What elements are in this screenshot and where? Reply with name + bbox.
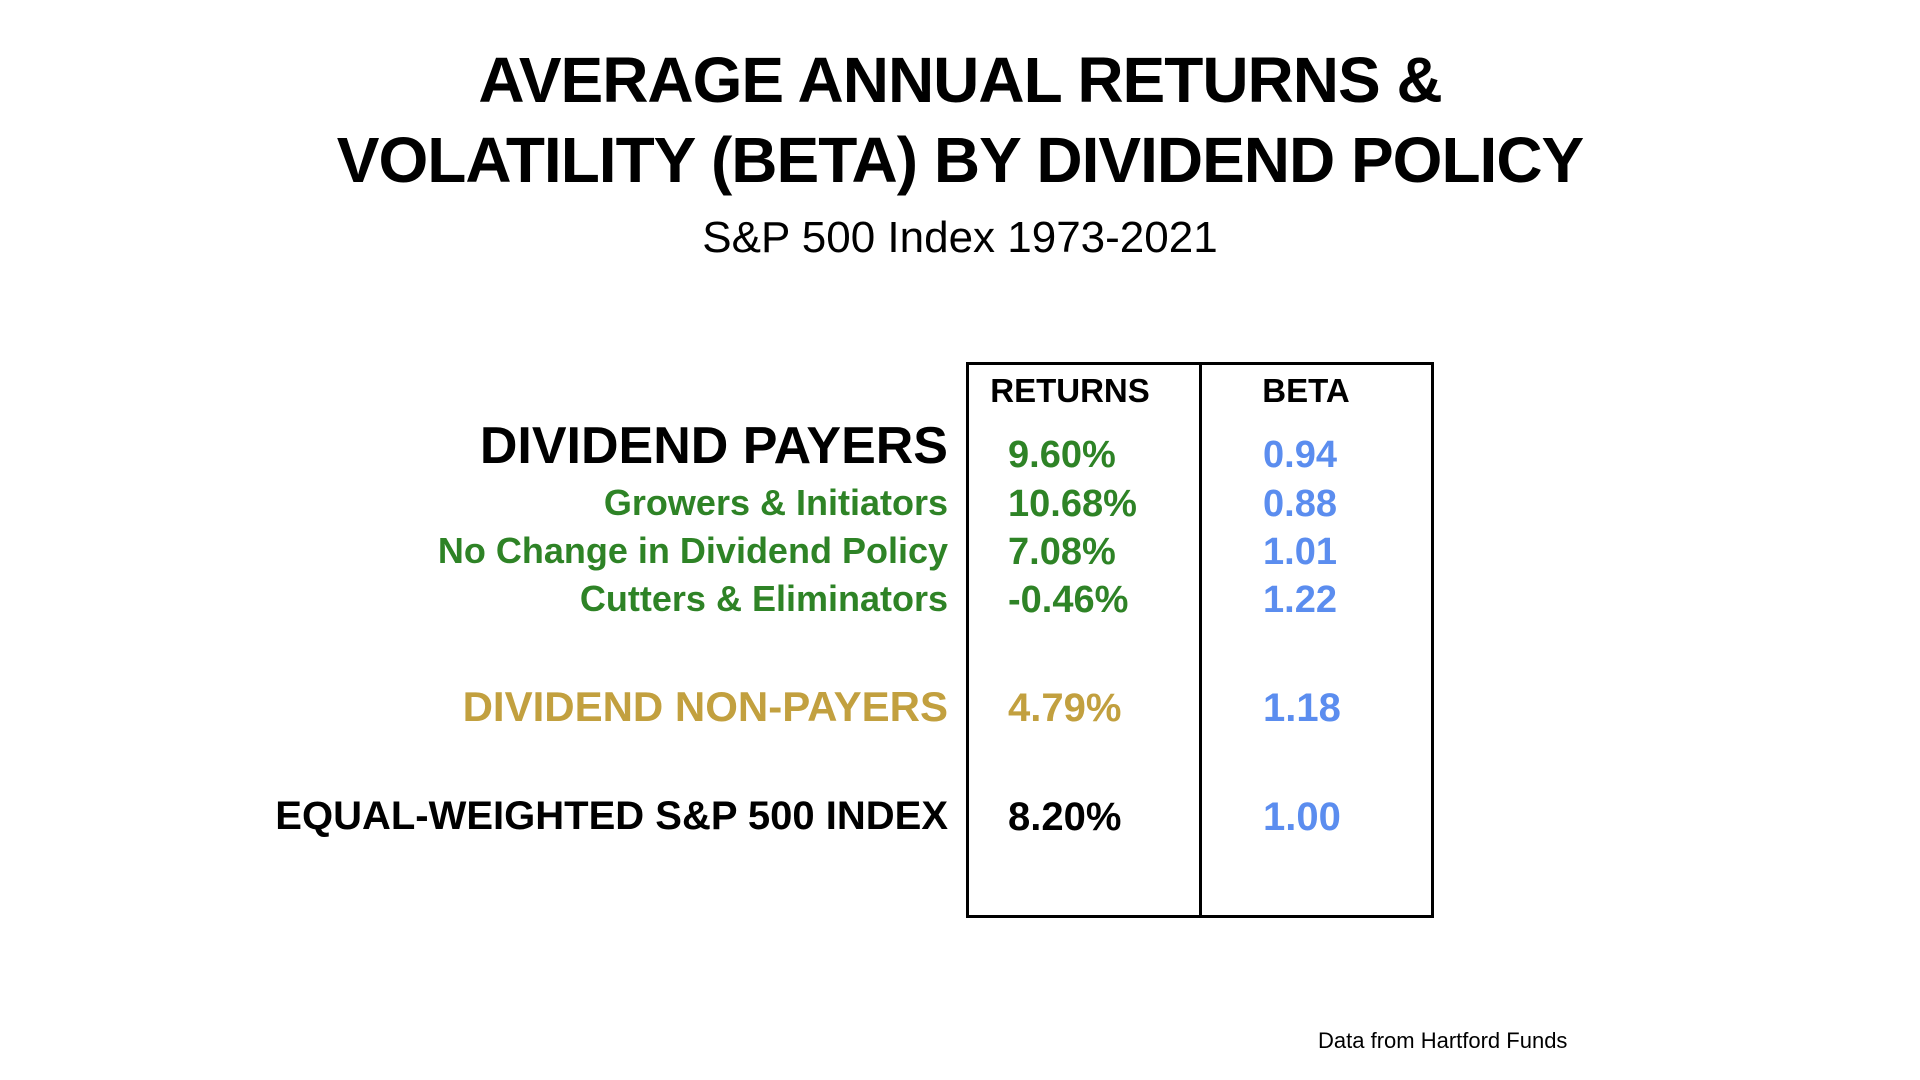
- column-header-beta: BETA: [1262, 372, 1350, 409]
- returns-value-dividend-payers: 9.60%: [1008, 434, 1116, 476]
- returns-value-growers-initiators: 10.68%: [1008, 483, 1137, 525]
- returns-value-no-change: 7.08%: [1008, 531, 1116, 573]
- row-label-no-change: No Change in Dividend Policy: [437, 530, 948, 571]
- beta-value-dividend-non-payers: 1.18: [1263, 686, 1341, 730]
- returns-value-cutters-eliminators: -0.46%: [1008, 579, 1129, 621]
- beta-value-growers-initiators: 0.88: [1263, 483, 1337, 525]
- row-label-dividend-payers: DIVIDEND PAYERS: [479, 417, 948, 475]
- row-label-cutters-eliminators: Cutters & Eliminators: [579, 578, 948, 619]
- chart-title-line-1: AVERAGE ANNUAL RETURNS &: [478, 44, 1442, 116]
- beta-value-cutters-eliminators: 1.22: [1263, 579, 1337, 621]
- returns-value-dividend-non-payers: 4.79%: [1008, 686, 1122, 730]
- chart-subtitle: S&P 500 Index 1973-2021: [702, 213, 1218, 262]
- row-label-growers-initiators: Growers & Initiators: [603, 482, 948, 523]
- column-header-returns: RETURNS: [990, 372, 1150, 409]
- row-label-dividend-non-payers: DIVIDEND NON-PAYERS: [462, 683, 948, 730]
- beta-value-equal-weighted-index: 1.00: [1263, 795, 1341, 839]
- column-divider: [1199, 362, 1202, 918]
- beta-value-no-change: 1.01: [1263, 531, 1337, 573]
- chart-title-line-2: VOLATILITY (BETA) BY DIVIDEND POLICY: [336, 124, 1584, 196]
- row-label-equal-weighted-index: EQUAL-WEIGHTED S&P 500 INDEX: [275, 794, 948, 838]
- data-source-note: Data from Hartford Funds: [1318, 1028, 1568, 1053]
- returns-value-equal-weighted-index: 8.20%: [1008, 795, 1122, 839]
- beta-value-dividend-payers: 0.94: [1263, 434, 1337, 476]
